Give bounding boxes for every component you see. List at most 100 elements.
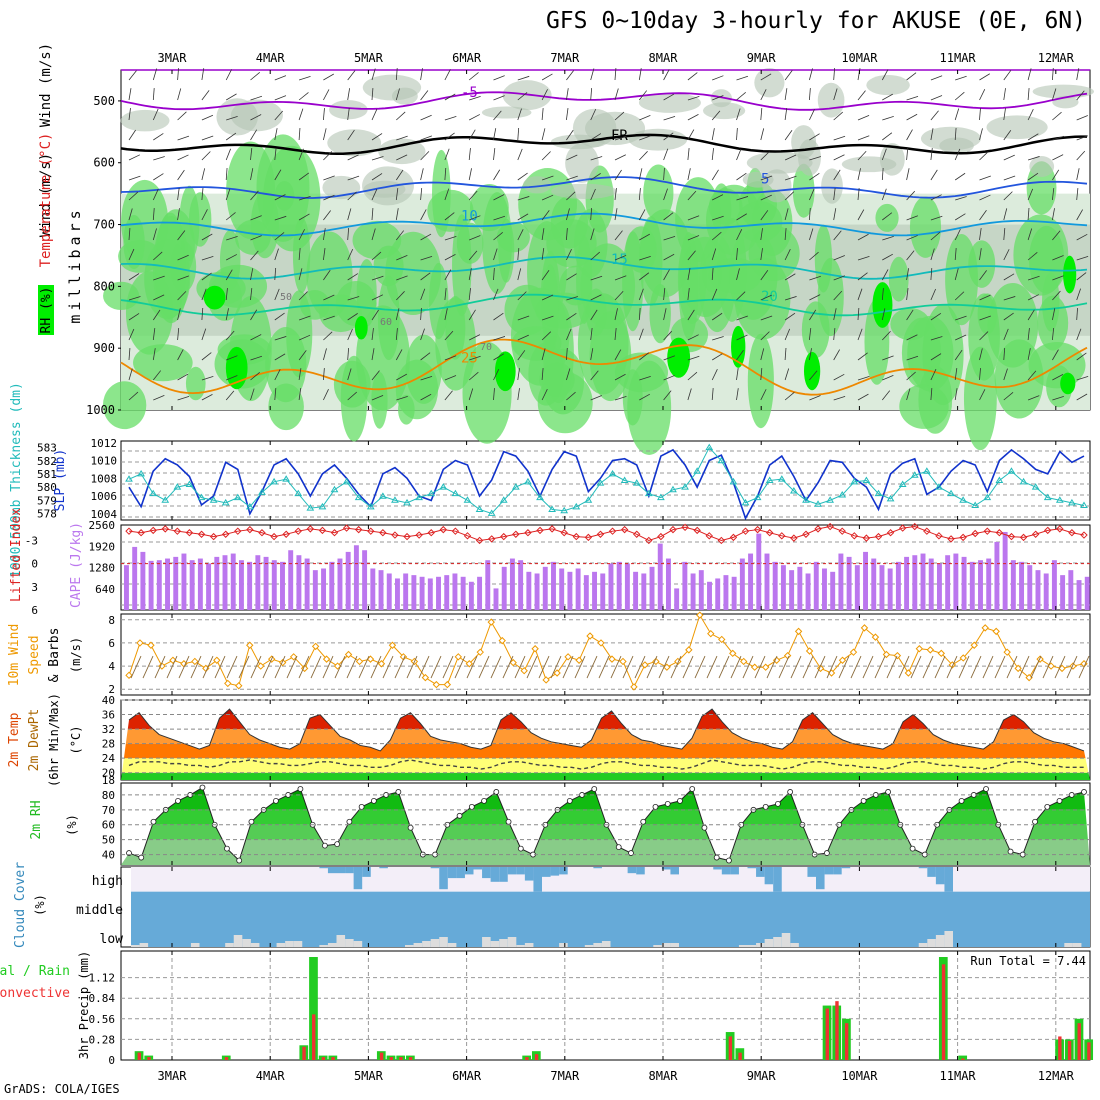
wind-barb: [469, 235, 481, 241]
thickness-marker: [971, 501, 980, 509]
bottom-date-label: 10MAR: [841, 1069, 878, 1083]
wind-barb: [1003, 208, 1008, 221]
cape-bar: [1068, 570, 1074, 610]
wind-barb: [590, 309, 598, 321]
cloud-low-bar: [670, 943, 679, 947]
cape-bar: [197, 558, 203, 610]
bottom-date-label: 3MAR: [158, 1069, 188, 1083]
cape-bar: [222, 555, 228, 610]
wind-barb: [298, 75, 311, 81]
wind-barb: [663, 253, 675, 261]
wind-barb: [784, 273, 796, 281]
wind-barb: [930, 248, 935, 261]
wind-barb: [177, 254, 189, 261]
rh-green-patch: [511, 326, 562, 361]
wind-speed-marker: [586, 632, 594, 640]
thickness-marker: [197, 493, 206, 501]
wind-speed-marker: [213, 656, 221, 664]
wind-barb-10m: [202, 655, 214, 679]
wind-speed-marker: [860, 624, 869, 632]
precip-convective-bar: [408, 1057, 413, 1060]
wind-barb: [517, 291, 527, 301]
rh-marker: [909, 845, 916, 852]
wind-barb: [323, 368, 325, 381]
rh-gray-patch: [522, 176, 552, 194]
precip-convective-bar: [1067, 1040, 1072, 1060]
wind-speed-marker: [981, 624, 989, 632]
precip-convective-bar: [738, 1052, 742, 1060]
wind-barb: [736, 291, 746, 301]
cape-bar: [723, 575, 729, 610]
thickness-marker: [487, 509, 496, 516]
wind-barb: [1027, 294, 1039, 301]
wind-barb: [298, 229, 305, 241]
wind-barb: [225, 390, 235, 401]
wind-barb: [566, 312, 577, 321]
wind-barb: [954, 268, 959, 281]
wind-barb: [638, 68, 642, 81]
precip-convective-bar: [389, 1057, 393, 1060]
wind-barb: [954, 172, 966, 181]
lifted-index-marker: [1031, 530, 1040, 538]
pressure-tick-label: 800: [93, 279, 115, 293]
wind-barb: [784, 191, 795, 201]
wind-speed-marker: [531, 645, 539, 653]
thickness-marker: [125, 475, 133, 482]
cloud-low-bar: [190, 943, 200, 947]
rh-marker: [640, 818, 647, 825]
wind-barb: [395, 169, 404, 181]
cloud-layer-label: high: [92, 874, 123, 889]
rh-green-patch: [546, 219, 597, 268]
wind-barb: [881, 390, 891, 401]
wind-barb: [347, 154, 359, 161]
wind-barb: [833, 349, 840, 361]
wind-barb: [833, 395, 846, 401]
wind-barb: [323, 108, 325, 121]
wind-barb: [639, 393, 650, 401]
wind-barb: [687, 129, 695, 141]
rh-green-patch: [482, 192, 512, 294]
cape-bar: [583, 575, 589, 610]
thickness-marker: [342, 477, 351, 485]
lifted-index-marker: [354, 525, 363, 534]
wind-barb: [396, 254, 408, 261]
wind-barb: [177, 208, 180, 221]
wind-barb: [1027, 328, 1030, 341]
wind-barb: [906, 309, 914, 321]
wind-barb: [663, 188, 668, 201]
lifted-index-marker: [729, 533, 738, 542]
cloud-high-bar: [773, 867, 782, 892]
wind-barb: [444, 93, 456, 101]
wind-barb: [979, 73, 990, 81]
wind-barb: [784, 391, 795, 401]
rh-marker: [199, 784, 206, 791]
wind-barb: [760, 331, 770, 341]
wind-barb: [857, 90, 866, 101]
cape-bar: [887, 568, 893, 610]
wind-speed-marker: [718, 635, 726, 644]
top-date-label: 6MAR: [452, 51, 482, 65]
cape-bar: [756, 533, 762, 610]
wind-barb: [590, 156, 603, 161]
precip-convective-bar: [399, 1057, 403, 1060]
wind-barb: [614, 230, 623, 241]
cape-bar: [608, 563, 614, 610]
wind-barb: [711, 388, 714, 401]
panel-frame-slp: [120, 440, 1091, 521]
cape-bar: [1002, 531, 1008, 610]
wind-barb: [444, 116, 457, 121]
lifted-index-marker: [1080, 531, 1088, 539]
bottom-date-label: 11MAR: [940, 1069, 977, 1083]
cape-bar: [961, 556, 967, 610]
rh-green-patch: [102, 381, 147, 430]
wind-barb: [687, 288, 690, 301]
lifted-index-marker: [500, 532, 508, 541]
wind-barb: [1003, 191, 1013, 201]
wind-barb: [930, 128, 934, 141]
wind-barb: [833, 373, 845, 381]
cape-bar: [616, 561, 622, 610]
wind-barb-10m: [826, 655, 838, 679]
pressure-tick-label: 1000: [86, 403, 115, 417]
thickness-marker: [403, 498, 411, 506]
wind-barb: [809, 68, 813, 81]
